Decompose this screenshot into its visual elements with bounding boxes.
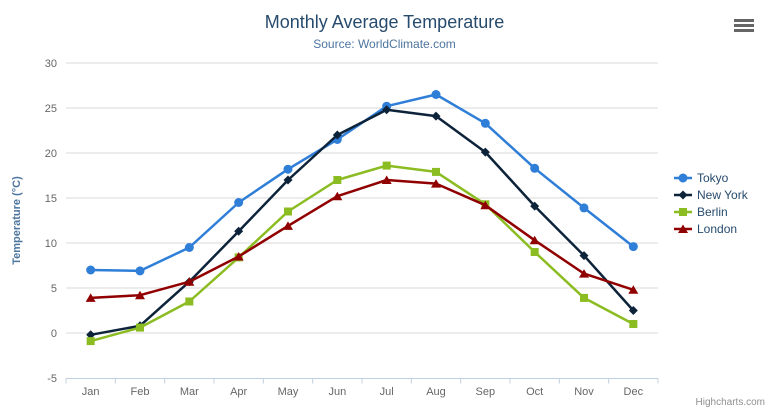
y-axis-tick-label: 30 [45, 58, 57, 70]
marker-london[interactable] [184, 277, 195, 286]
marker-london[interactable] [579, 269, 589, 278]
marker-new-york[interactable] [579, 251, 589, 261]
x-axis-tick-label: Jul [380, 386, 394, 398]
marker-london[interactable] [381, 175, 392, 185]
legend-item-tokyo[interactable]: Tokyo [674, 170, 748, 185]
marker-berlin[interactable] [136, 323, 144, 332]
y-axis-tick-label: 15 [45, 193, 57, 205]
marker-new-york[interactable] [332, 130, 342, 140]
marker-new-york[interactable] [86, 330, 96, 340]
hamburger-icon [734, 18, 754, 22]
legend-marker-diamond-icon [674, 190, 692, 199]
legend-label: London [697, 221, 738, 236]
marker-berlin[interactable] [86, 337, 95, 346]
x-axis-tick-label: Aug [426, 386, 446, 398]
y-axis-title: Temperature (°C) [11, 176, 23, 265]
marker-berlin[interactable] [185, 297, 194, 306]
y-axis-tick-label: -5 [47, 373, 57, 385]
marker-london[interactable] [233, 252, 244, 261]
marker-berlin[interactable] [580, 293, 588, 302]
x-axis-tick-label: Sep [476, 386, 496, 398]
marker-london[interactable] [85, 293, 96, 302]
legend-item-berlin[interactable]: Berlin [674, 204, 748, 219]
legend: Tokyo New York Berlin London [674, 170, 748, 236]
marker-tokyo[interactable] [234, 198, 244, 207]
legend-label: Berlin [697, 204, 728, 219]
series-line-new-york [89, 108, 635, 337]
x-axis-tick-label: Nov [574, 386, 594, 398]
marker-london[interactable] [628, 285, 639, 294]
marker-tokyo[interactable] [86, 265, 96, 275]
legend-marker-square-icon [674, 207, 692, 216]
marker-london[interactable] [283, 221, 293, 230]
marker-london[interactable] [529, 235, 540, 245]
legend-item-london[interactable]: London [674, 221, 748, 236]
legend-label: New York [697, 187, 748, 202]
hamburger-icon [734, 23, 754, 27]
marker-tokyo[interactable] [135, 266, 145, 276]
credits-link[interactable]: Highcharts.com [695, 397, 765, 408]
legend-marker-symbol[interactable] [679, 207, 687, 216]
marker-berlin[interactable] [629, 320, 638, 328]
marker-london[interactable] [431, 179, 441, 188]
marker-london[interactable] [135, 290, 145, 300]
chart-subtitle: Source: WorldClimate.com [313, 37, 456, 51]
marker-tokyo[interactable] [283, 164, 293, 174]
marker-berlin[interactable] [382, 161, 391, 170]
marker-new-york[interactable] [480, 147, 490, 157]
series-line-berlin [89, 164, 635, 343]
legend-label: Tokyo [697, 170, 729, 185]
marker-berlin[interactable] [530, 248, 539, 256]
marker-berlin[interactable] [432, 167, 440, 176]
marker-new-york[interactable] [530, 201, 540, 211]
x-axis-tick-label: Mar [180, 386, 199, 398]
series-line-tokyo [89, 93, 635, 273]
legend-marker-symbol[interactable] [678, 224, 688, 233]
x-axis-tick-label: Apr [230, 386, 247, 398]
legend-marker-triangle-icon [674, 224, 692, 233]
hamburger-icon [734, 28, 754, 32]
x-axis-tick-label: Feb [131, 386, 150, 398]
y-axis-tick-label: 0 [51, 328, 57, 340]
marker-tokyo[interactable] [579, 203, 589, 213]
x-axis-tick-label: Oct [526, 386, 543, 398]
marker-tokyo[interactable] [184, 243, 194, 252]
x-axis-tick-label: May [278, 386, 299, 398]
marker-tokyo[interactable] [628, 242, 638, 252]
y-axis-tick-label: 20 [45, 148, 57, 160]
legend-marker-symbol[interactable] [678, 190, 688, 199]
marker-berlin[interactable] [284, 207, 292, 216]
marker-london[interactable] [332, 191, 343, 201]
marker-berlin[interactable] [333, 176, 342, 184]
y-axis-tick-label: 10 [45, 238, 57, 250]
chart-title: Monthly Average Temperature [264, 12, 505, 32]
y-axis-tick-label: 25 [45, 103, 57, 115]
marker-london[interactable] [480, 200, 491, 210]
x-axis-tick-label: Jun [328, 386, 346, 398]
marker-tokyo[interactable] [431, 90, 441, 99]
marker-new-york[interactable] [382, 105, 392, 115]
legend-marker-symbol[interactable] [678, 173, 688, 182]
marker-tokyo[interactable] [480, 118, 490, 128]
marker-new-york[interactable] [283, 175, 293, 185]
x-axis-tick-label: Dec [624, 386, 644, 398]
marker-new-york[interactable] [431, 111, 441, 121]
y-axis-tick-label: 5 [51, 283, 57, 295]
marker-new-york[interactable] [628, 306, 638, 315]
marker-new-york[interactable] [234, 226, 244, 236]
legend-item-new-york[interactable]: New York [674, 187, 748, 202]
series-line-london [89, 178, 635, 300]
x-axis-tick-label: Jan [82, 386, 100, 398]
marker-tokyo[interactable] [530, 163, 540, 173]
legend-marker-circle-icon [674, 173, 692, 182]
context-menu-button[interactable] [732, 15, 756, 35]
